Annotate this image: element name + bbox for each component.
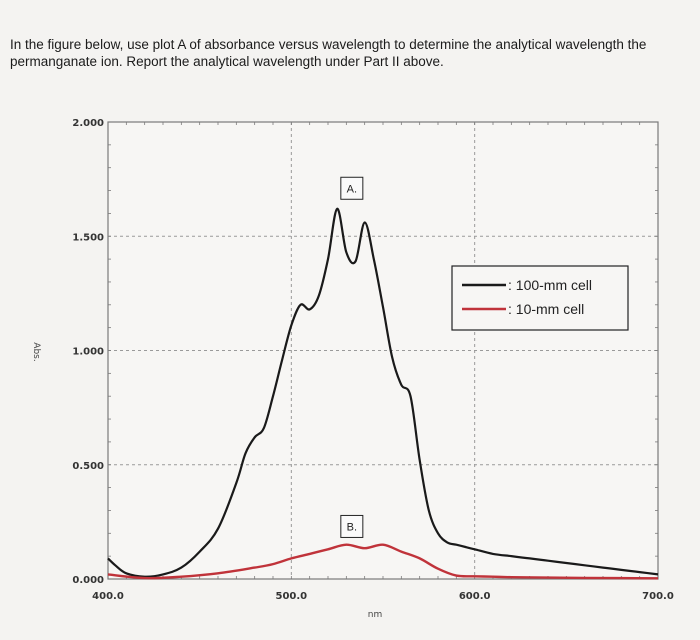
x-tick-label: 400.0 — [92, 591, 124, 602]
annotation-label: B. — [347, 521, 357, 533]
series-lines — [107, 207, 659, 580]
question-line-1: In the figure below, use plot A of absor… — [10, 37, 647, 52]
grid-lines — [107, 121, 659, 580]
legend-box — [451, 265, 629, 331]
question-line-2: permanganate ion. Report the analytical … — [10, 54, 444, 69]
annotation-label: A. — [347, 183, 357, 195]
plot-area — [107, 121, 659, 580]
legend: : 100-mm cell : 10-mm cell — [451, 265, 629, 331]
annotation-box — [340, 176, 364, 200]
legend-label: : 10-mm cell — [508, 301, 584, 317]
question-text: In the figure below, use plot A of absor… — [10, 36, 680, 70]
annotation-box — [340, 514, 364, 538]
annotations: A. B. — [340, 176, 364, 538]
x-tick-label: 700.0 — [642, 591, 674, 602]
x-tick-label: 500.0 — [276, 591, 308, 602]
y-tick-label: 0.500 — [72, 461, 104, 472]
y-tick-label: 0.000 — [72, 575, 104, 586]
x-axis-label: nm — [368, 610, 382, 620]
series-line-100mm — [107, 207, 659, 578]
series-line-10mm — [107, 543, 659, 580]
y-tick-label: 1.000 — [72, 347, 104, 358]
y-tick-label: 1.500 — [72, 232, 104, 243]
x-tick-label: 600.0 — [459, 591, 491, 602]
y-tick-label: 2.000 — [72, 118, 104, 129]
legend-label: : 100-mm cell — [508, 277, 592, 293]
y-axis-label: Abs. — [31, 342, 41, 361]
tick-labels: 400.0 500.0 600.0 700.0 0.000 0.500 1.000 1.500… — [72, 118, 673, 602]
